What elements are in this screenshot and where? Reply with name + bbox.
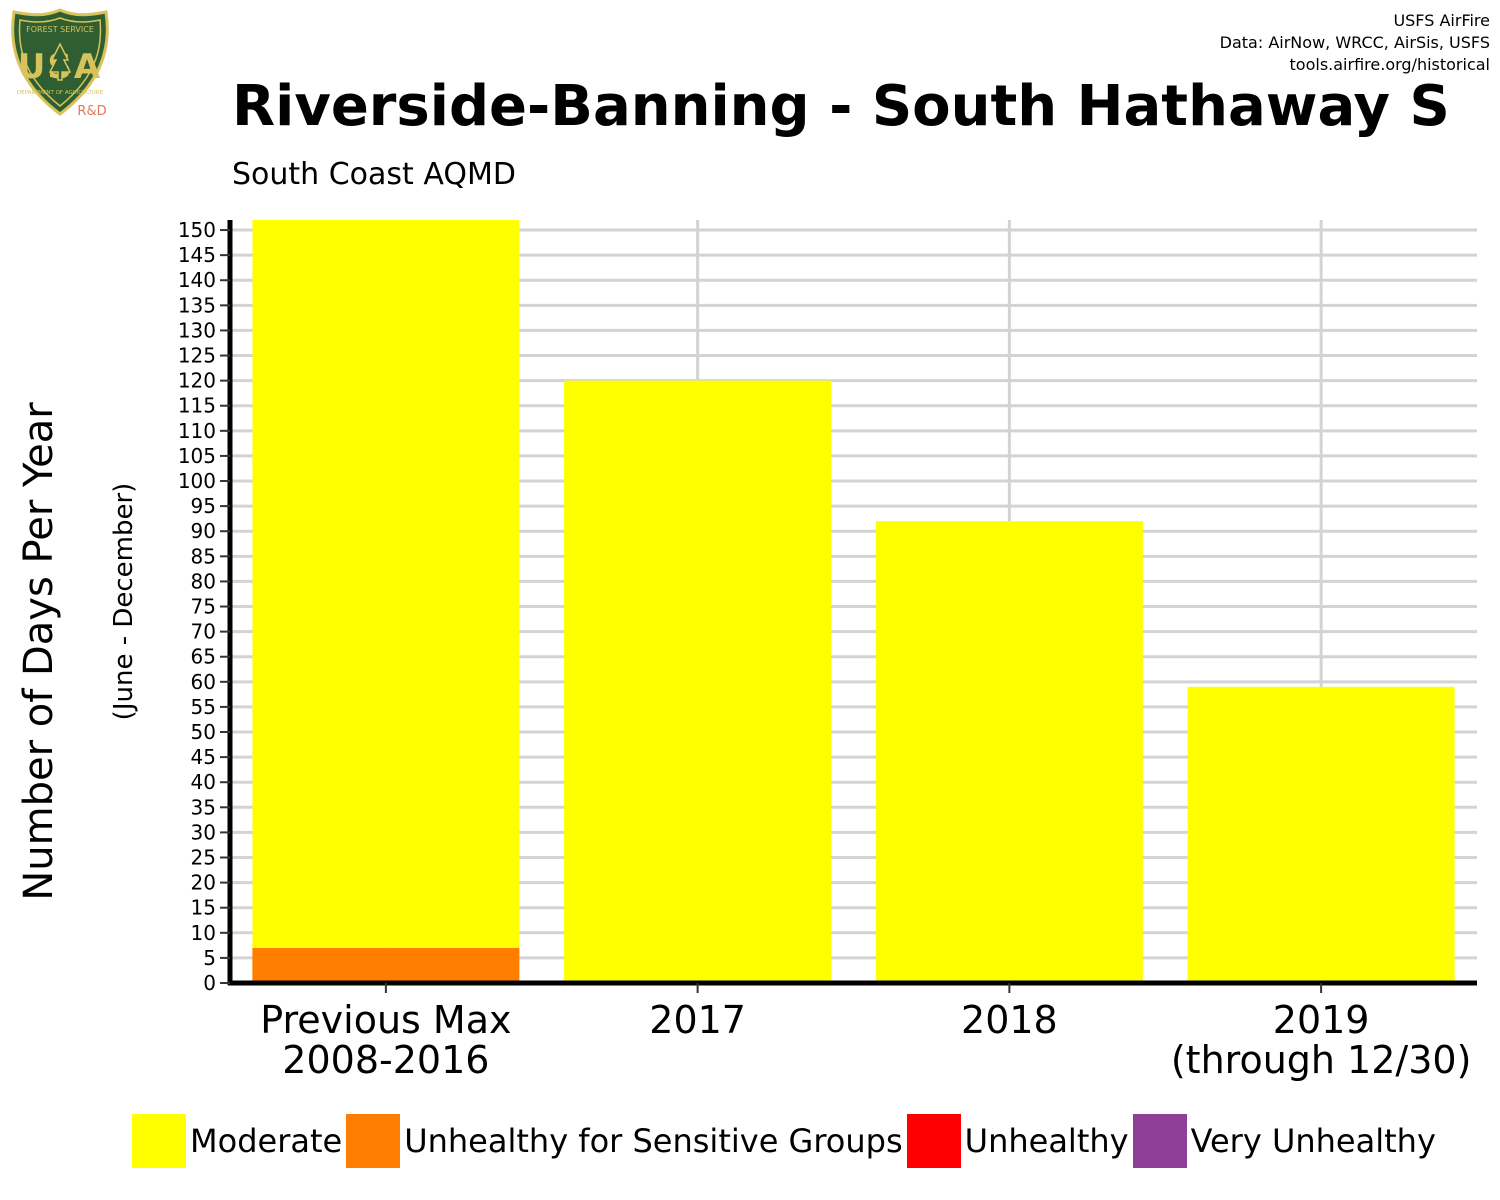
logo-bottom-text: DEPARTMENT OF AGRICULTURE [17,90,104,96]
y-tick-label: 35 [191,795,216,819]
legend-label: Unhealthy for Sensitive Groups [404,1122,903,1160]
y-tick-label: 110 [178,419,216,443]
y-tick-label: 30 [191,820,216,844]
bar-moderate-1 [564,380,832,983]
y-tick-label: 25 [191,846,216,870]
legend-item: Unhealthy for Sensitive Groups [346,1114,903,1168]
y-tick-label: 95 [191,494,216,518]
y-tick-label: 45 [191,745,216,769]
credit-line-2: Data: AirNow, WRCC, AirSis, USFS [1219,33,1490,52]
x-tick-label: 2008-2016 [282,1038,489,1082]
x-tick-label: 2019 [1273,998,1370,1042]
legend-label: Unhealthy [964,1122,1129,1160]
usfs-shield-icon: FOREST SERVICE USA DEPARTMENT OF AGRICUL… [11,8,109,119]
bar-moderate-0 [252,220,520,948]
legend-item: Moderate [132,1114,342,1168]
credit-line-1: USFS AirFire [1393,11,1490,30]
bar-moderate-3 [1187,686,1455,983]
y-tick-label: 130 [178,318,216,342]
y-tick-label: 105 [178,444,216,468]
legend-swatch [906,1114,961,1168]
chart-subtitle: South Coast AQMD [232,157,516,192]
legend-item: Unhealthy [906,1114,1129,1168]
legend-swatch [132,1114,186,1168]
chart-title: Riverside-Banning - South Hathaway S [232,74,1450,139]
y-tick-label: 85 [191,544,216,568]
y-axis-subtitle: (June - December) [109,483,139,721]
y-axis-title: Number of Days Per Year [16,402,62,901]
y-tick-label: 20 [191,871,216,895]
legend-swatch [1132,1114,1187,1168]
bar-unhealthy-for-sensitive-groups-0 [252,947,520,983]
y-tick-label: 5 [203,946,216,970]
bar-moderate-2 [875,521,1143,983]
y-tick-label: 145 [178,243,216,267]
legend-swatch [346,1114,401,1168]
y-tick-label: 90 [191,519,216,543]
y-tick-label: 150 [178,218,216,242]
logo-badge: R&D [77,104,106,119]
y-tick-label: 40 [191,770,216,794]
legend-label: Moderate [190,1122,343,1160]
legend: Moderate Unhealthy for Sensitive Groups Un… [132,1113,1440,1169]
y-tick-label: 80 [191,569,216,593]
x-tick-label: 2017 [649,998,746,1042]
logo-top-text: FOREST SERVICE [26,25,94,34]
x-tick-label: (through 12/30) [1171,1038,1472,1082]
y-tick-label: 65 [191,645,216,669]
y-tick-label: 135 [178,293,216,317]
legend-item: Very Unhealthy [1132,1114,1436,1168]
credits: USFS AirFire Data: AirNow, WRCC, AirSis,… [1220,10,1490,76]
y-tick-label: 140 [178,268,216,292]
y-tick-label: 55 [191,695,216,719]
y-tick-label: 115 [178,394,216,418]
y-tick-label: 10 [191,921,216,945]
y-tick-label: 125 [178,344,216,368]
usfs-logo: FOREST SERVICE USA DEPARTMENT OF AGRICUL… [8,8,112,120]
y-tick-label: 100 [178,469,216,493]
x-tick-label: 2018 [961,998,1058,1042]
x-tick-label: Previous Max [260,998,511,1042]
y-tick-label: 70 [191,620,216,644]
y-tick-label: 15 [191,896,216,920]
credit-line-3: tools.airfire.org/historical [1289,55,1490,74]
legend-label: Very Unhealthy [1190,1122,1436,1160]
y-tick-label: 75 [191,595,216,619]
y-tick-label: 50 [191,720,216,744]
y-tick-label: 60 [191,670,216,694]
y-tick-label: 120 [178,369,216,393]
y-tick-label: 0 [203,971,216,995]
